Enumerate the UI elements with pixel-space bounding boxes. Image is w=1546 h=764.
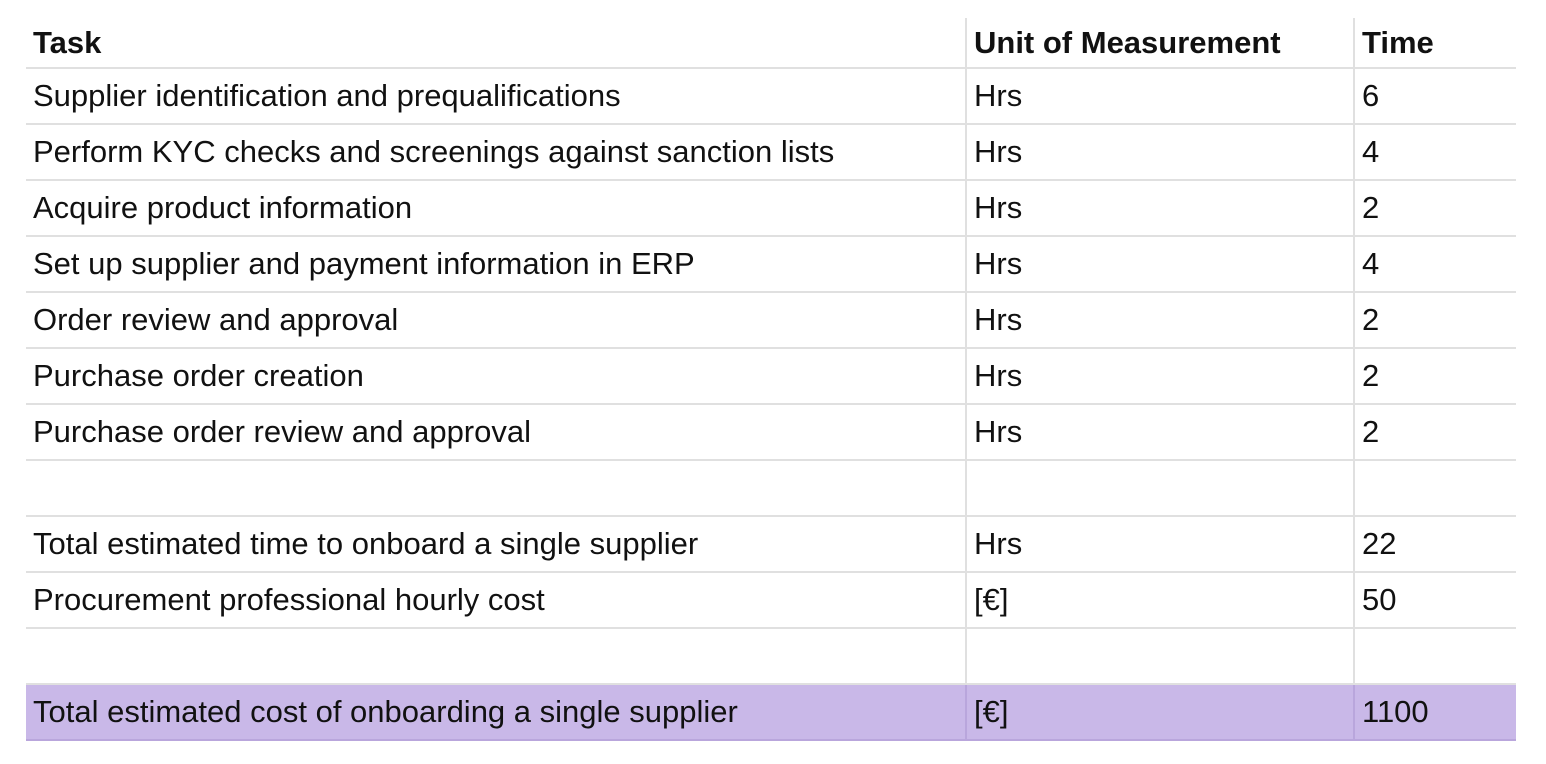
table-cell: Supplier identification and prequalifica…: [33, 78, 621, 113]
table-cell: [€]: [965, 685, 1353, 739]
table-cell: Hrs: [965, 69, 1353, 123]
table-cell: 1100: [1353, 685, 1516, 739]
table-cell: 2: [1353, 349, 1516, 403]
table-cell: Perform KYC checks and screenings agains…: [33, 134, 835, 169]
hdr: Task Unit of Measurement Time: [26, 18, 1516, 69]
spacer-row: [26, 461, 1516, 517]
table-cell: 22: [1353, 517, 1516, 571]
table-cell: 2: [1353, 293, 1516, 347]
table-cell: Hrs: [965, 125, 1353, 179]
spacer-row: [26, 629, 1516, 685]
table-cell: 6: [1353, 69, 1516, 123]
table-row: Total estimated time to onboard a single…: [26, 517, 1516, 573]
table-cell: Hrs: [965, 349, 1353, 403]
table-cell: Acquire product information: [33, 190, 413, 225]
table-cell: Total estimated time to onboard a single…: [33, 526, 699, 561]
table-cell: [€]: [965, 573, 1353, 627]
table-cell: Hrs: [965, 405, 1353, 459]
table-cell: 2: [1353, 405, 1516, 459]
table-cell: Procurement professional hourly cost: [33, 582, 545, 617]
table-cell: [26, 629, 965, 683]
table-cell: Time: [1353, 18, 1516, 67]
table-cell: Order review and approval: [33, 302, 399, 337]
table-row: Procurement professional hourly cost [€] 5…: [26, 573, 1516, 629]
table-row: Acquire product information Hrs 2: [26, 181, 1516, 237]
table-cell: 4: [1353, 125, 1516, 179]
table-cell: Total estimated cost of onboarding a sin…: [33, 694, 738, 729]
table-cell: Set up supplier and payment information …: [33, 246, 695, 281]
table-cell: [1353, 461, 1516, 515]
table-row: Set up supplier and payment information …: [26, 237, 1516, 293]
table-cell: Hrs: [965, 517, 1353, 571]
table-cell: [965, 629, 1353, 683]
table-row: Perform KYC checks and screenings agains…: [26, 125, 1516, 181]
table-row: Supplier identification and prequalifica…: [26, 69, 1516, 125]
table-cell: Hrs: [965, 181, 1353, 235]
table-cell: 2: [1353, 181, 1516, 235]
table-cell: [26, 461, 965, 515]
table-cell: Purchase order review and approval: [33, 414, 531, 449]
table-cell: Hrs: [965, 237, 1353, 291]
table-cell: Task: [33, 24, 102, 60]
table-cell: Unit of Measurement: [965, 18, 1353, 67]
table-cell: [965, 461, 1353, 515]
table-cell: Purchase order creation: [33, 358, 364, 393]
table-row: Purchase order creation Hrs 2: [26, 349, 1516, 405]
table-cell: Hrs: [965, 293, 1353, 347]
total: Total estimated cost of onboarding a sin…: [26, 685, 1516, 741]
table-row: Order review and approval Hrs 2: [26, 293, 1516, 349]
table-cell: 4: [1353, 237, 1516, 291]
table-cell: 50: [1353, 573, 1516, 627]
table-cell: [1353, 629, 1516, 683]
table-row: Purchase order review and approval Hrs 2: [26, 405, 1516, 461]
